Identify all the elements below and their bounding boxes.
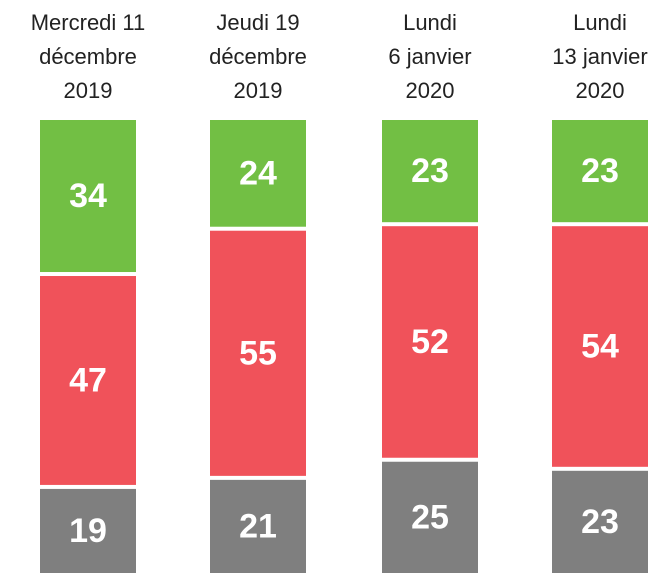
value-label: 23 [411,152,449,190]
bar-segment [40,488,136,573]
value-label: 23 [581,152,619,190]
value-label: 52 [411,323,449,361]
bar-segment [40,276,136,485]
bar-segment [552,120,648,223]
bar-segment [210,120,306,227]
value-label: 25 [411,498,449,536]
bar-segment [382,461,478,573]
bar-segment [552,470,648,573]
value-label: 47 [69,361,107,399]
value-label: 34 [69,177,107,215]
value-label: 23 [581,503,619,541]
value-label: 24 [239,154,277,192]
bar-segment [40,120,136,273]
value-label: 55 [239,334,277,372]
category-label: Jeudi 19 décembre 2019 [209,10,307,103]
value-label: 21 [239,507,277,545]
bar-segment [210,479,306,573]
bar-segment [210,230,306,476]
bar-segment [552,226,648,467]
category-label: Lundi 6 janvier 2020 [388,10,472,103]
category-label: Mercredi 11 décembre 2019 [30,10,146,103]
category-label: Lundi 13 janvier 2020 [552,10,648,103]
bar-segment [382,120,478,223]
value-label: 54 [581,328,619,366]
bar-segment [382,226,478,458]
value-label: 19 [69,512,107,550]
